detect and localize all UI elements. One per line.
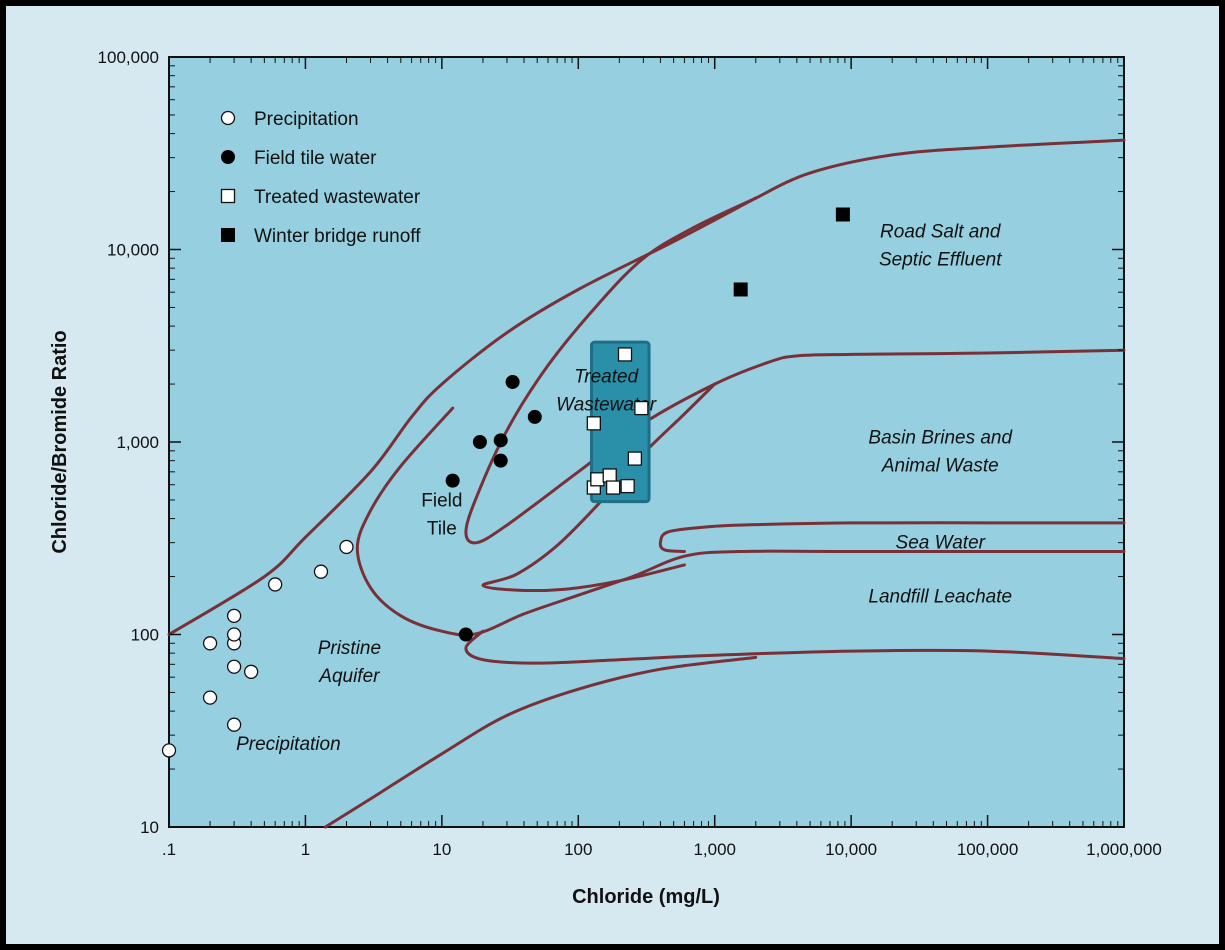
point-series-3-8 [627, 451, 643, 466]
region-label-5-line-1: Landfill Leachate [868, 586, 1012, 607]
x-tick-label-6: 10,000 [825, 840, 877, 859]
x-tick-label-5: 1,000 [693, 840, 736, 859]
x-tick-label-2: 1 [301, 840, 310, 859]
region-label-6-line-2: Tile [427, 519, 457, 540]
region-label-6-line-1: Field [421, 491, 462, 512]
region-label-7-line-2: Aquifer [318, 666, 380, 687]
region-label-4-line-1: Sea Water [896, 533, 986, 554]
boundary-curve-4 [481, 382, 717, 593]
point-series-1-12 [339, 539, 354, 555]
figure-frame: Road Salt and Septic Effluent Treated Waste… [6, 6, 1219, 944]
y-tick-label-3: 1,000 [116, 433, 159, 452]
point-series-2-7 [527, 409, 542, 424]
point-series-3-5 [605, 480, 621, 495]
legend-label-4: Winter bridge runoff [254, 226, 421, 247]
point-series-3-3 [590, 472, 605, 487]
legend-marker-2 [221, 150, 235, 164]
point-series-3-6 [617, 347, 633, 362]
point-series-1-7 [226, 627, 242, 642]
x-tick-label-1: .1 [162, 840, 176, 859]
boundary-curve-7 [464, 629, 1126, 665]
point-series-3-1 [586, 416, 601, 431]
x-axis-title: Chloride (mg/L) [572, 886, 720, 908]
axis-ticks: .1 1 10 100 1,000 10,000 100,000 1,000,000 10 100… [98, 48, 1162, 859]
point-series-3-9 [634, 400, 649, 416]
region-label-7-line-1: Pristine [318, 638, 381, 659]
region-labels: Road Salt and Septic Effluent Treated Waste… [236, 221, 1013, 755]
point-series-2-2 [458, 627, 473, 642]
region-label-3-line-2: Animal Waste [881, 456, 999, 477]
point-series-1-8 [226, 608, 242, 623]
y-tick-label-1: 10 [140, 818, 159, 837]
legend-label-3: Treated wastewater [254, 187, 421, 208]
point-series-4-2 [835, 207, 850, 222]
point-series-2-4 [493, 453, 508, 468]
chart-svg: Road Salt and Septic Effluent Treated Waste… [49, 48, 1162, 908]
point-series-1-1 [161, 743, 177, 758]
point-series-2-3 [472, 435, 487, 449]
legend-label-1: Precipitation [254, 109, 359, 130]
legend: Precipitation Field tile water Treated was… [220, 109, 421, 247]
point-series-1-2 [202, 690, 218, 705]
region-label-2-line-2: Wastewater [556, 395, 657, 416]
point-series-4-1 [733, 282, 748, 297]
boundary-curve-6 [658, 521, 1126, 553]
boundary-curve-3 [464, 196, 1126, 545]
point-series-1-4 [226, 717, 242, 732]
point-series-1-5 [226, 659, 242, 674]
point-series-3-4 [602, 468, 617, 483]
boundary-curve-5 [355, 406, 1126, 637]
point-series-2-5 [493, 433, 508, 448]
region-label-1-line-1: Road Salt and [880, 221, 1002, 242]
y-tick-label-2: 100 [131, 626, 159, 645]
region-label-8-line-1: Precipitation [236, 734, 341, 755]
x-tick-label-3: 10 [432, 840, 451, 859]
y-tick-label-4: 10,000 [107, 241, 159, 260]
legend-label-2: Field tile water [254, 148, 377, 169]
x-tick-label-7: 100,000 [957, 840, 1018, 859]
boundary-curve-2 [754, 138, 1126, 200]
point-series-1-3 [202, 636, 218, 651]
data-points [161, 207, 850, 758]
y-axis-title: Chloride/Bromide Ratio [49, 330, 71, 553]
region-label-2-line-1: Treated [574, 367, 640, 388]
y-tick-label-5: 100,000 [98, 48, 159, 67]
region-label-3-line-1: Basin Brines and [868, 428, 1013, 449]
x-tick-label-4: 100 [564, 840, 592, 859]
point-series-2-6 [505, 374, 520, 389]
point-series-2-1 [445, 473, 460, 488]
boundary-curves [167, 138, 1126, 829]
boundary-curve-8 [323, 655, 758, 829]
point-series-1-11 [313, 564, 329, 579]
region-label-1-line-2: Septic Effluent [879, 249, 1002, 270]
legend-marker-3 [220, 188, 236, 204]
point-series-1-9 [243, 664, 259, 679]
point-series-3-7 [620, 478, 635, 494]
boundary-curve-1 [167, 196, 758, 636]
legend-marker-1 [220, 110, 236, 126]
legend-marker-4 [221, 228, 235, 242]
point-series-1-10 [268, 577, 283, 592]
x-tick-label-8: 1,000,000 [1086, 840, 1162, 859]
